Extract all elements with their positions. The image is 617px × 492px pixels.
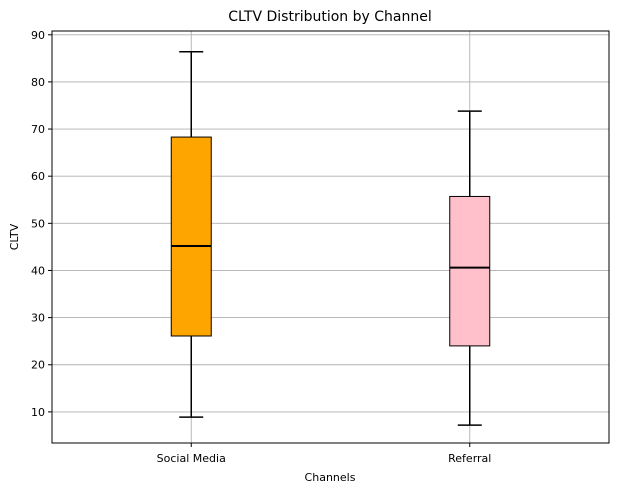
y-tick-label-30: 30 (31, 312, 45, 325)
plot-frame (51, 30, 610, 444)
x-tick-label-social-media: Social Media (157, 452, 226, 465)
iqr-box-referral (449, 195, 491, 347)
y-tick-label-60: 60 (31, 170, 45, 183)
y-tick-label-80: 80 (31, 76, 45, 89)
axes: 10 20 30 40 50 60 70 80 90 Social Media Referral (31, 29, 491, 465)
x-tick-label-referral: Referral (448, 452, 491, 465)
box-series (170, 50, 491, 426)
chart-title: CLTV Distribution by Channel (228, 9, 431, 25)
iqr-box-social-media (170, 136, 212, 337)
y-tick-label-70: 70 (31, 123, 45, 136)
y-tick-label-10: 10 (31, 406, 45, 419)
y-tick-label-90: 90 (31, 29, 45, 42)
x-axis-label: Channels (305, 471, 356, 484)
y-tick-label-50: 50 (31, 217, 45, 230)
y-tick-label-40: 40 (31, 264, 45, 277)
y-axis-label: CLTV (8, 223, 21, 250)
grid (52, 31, 609, 443)
y-tick-label-20: 20 (31, 359, 45, 372)
